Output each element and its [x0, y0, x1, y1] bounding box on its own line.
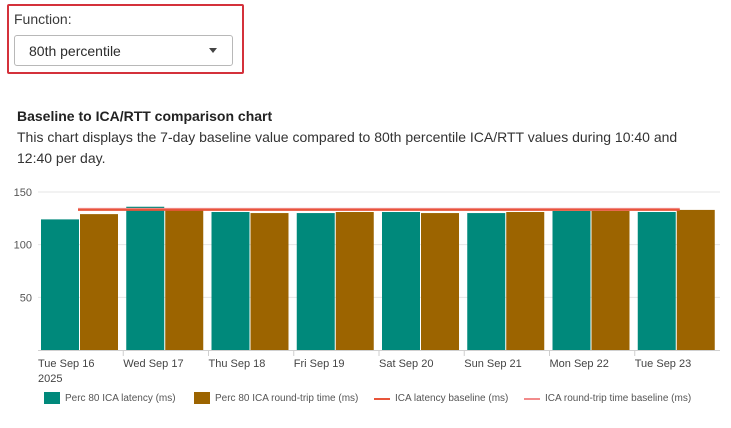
- rtt-bar: [421, 213, 459, 350]
- x-tick-label: Fri Sep 19: [294, 358, 345, 370]
- latency-bar: [467, 213, 506, 350]
- latency-bar: [552, 210, 591, 350]
- legend-line-latency-baseline: [374, 398, 390, 400]
- x-tick-label: Sun Sep 21: [464, 358, 522, 370]
- legend-label: ICA latency baseline (ms): [395, 393, 509, 404]
- legend-label: Perc 80 ICA round-trip time (ms): [215, 393, 359, 404]
- rtt-bar: [591, 210, 630, 350]
- legend-label: Perc 80 ICA latency (ms): [65, 393, 176, 404]
- chart-description: This chart displays the 7-day baseline v…: [17, 129, 678, 166]
- function-label: Function:: [14, 11, 72, 27]
- legend-swatch-latency: [44, 392, 60, 404]
- rtt-bar: [165, 209, 204, 350]
- rtt-bar: [80, 214, 118, 350]
- y-tick-label: 150: [14, 187, 32, 199]
- rtt-bar: [250, 213, 289, 350]
- rtt-bar: [506, 212, 545, 350]
- legend-line-rtt-baseline: [524, 398, 540, 400]
- latency-bar: [41, 219, 79, 350]
- y-tick-label: 50: [20, 292, 32, 304]
- legend-swatch-rtt: [194, 392, 210, 404]
- x-tick-label: Wed Sep 17: [123, 358, 183, 370]
- latency-bar: [296, 213, 335, 350]
- x-tick-label: Mon Sep 22: [550, 358, 609, 370]
- chart-title: Baseline to ICA/RTT comparison chart: [17, 108, 273, 124]
- function-filter-highlight: [7, 4, 244, 74]
- y-tick-label: 100: [14, 240, 32, 252]
- x-tick-label: Sat Sep 20: [379, 358, 433, 370]
- chevron-down-icon: [209, 48, 217, 53]
- rtt-bar: [335, 212, 374, 350]
- function-select-value: 80th percentile: [29, 43, 121, 59]
- comparison-chart: 50 100 150 Tue Sep 16 Wed Sep 17 Thu Sep 18 Fr…: [14, 187, 720, 385]
- legend-label: ICA round-trip time baseline (ms): [545, 393, 692, 404]
- x-tick-label: Tue Sep 16: [38, 358, 94, 370]
- latency-bar: [211, 212, 250, 350]
- latency-bar: [637, 212, 676, 350]
- x-tick-label: Thu Sep 18: [209, 358, 266, 370]
- x-year-label: 2025: [38, 373, 62, 385]
- latency-bar: [382, 212, 420, 350]
- rtt-bar: [676, 209, 715, 350]
- function-select[interactable]: 80th percentile: [14, 35, 233, 66]
- latency-bar: [126, 206, 165, 350]
- x-tick-label: Tue Sep 23: [635, 358, 691, 370]
